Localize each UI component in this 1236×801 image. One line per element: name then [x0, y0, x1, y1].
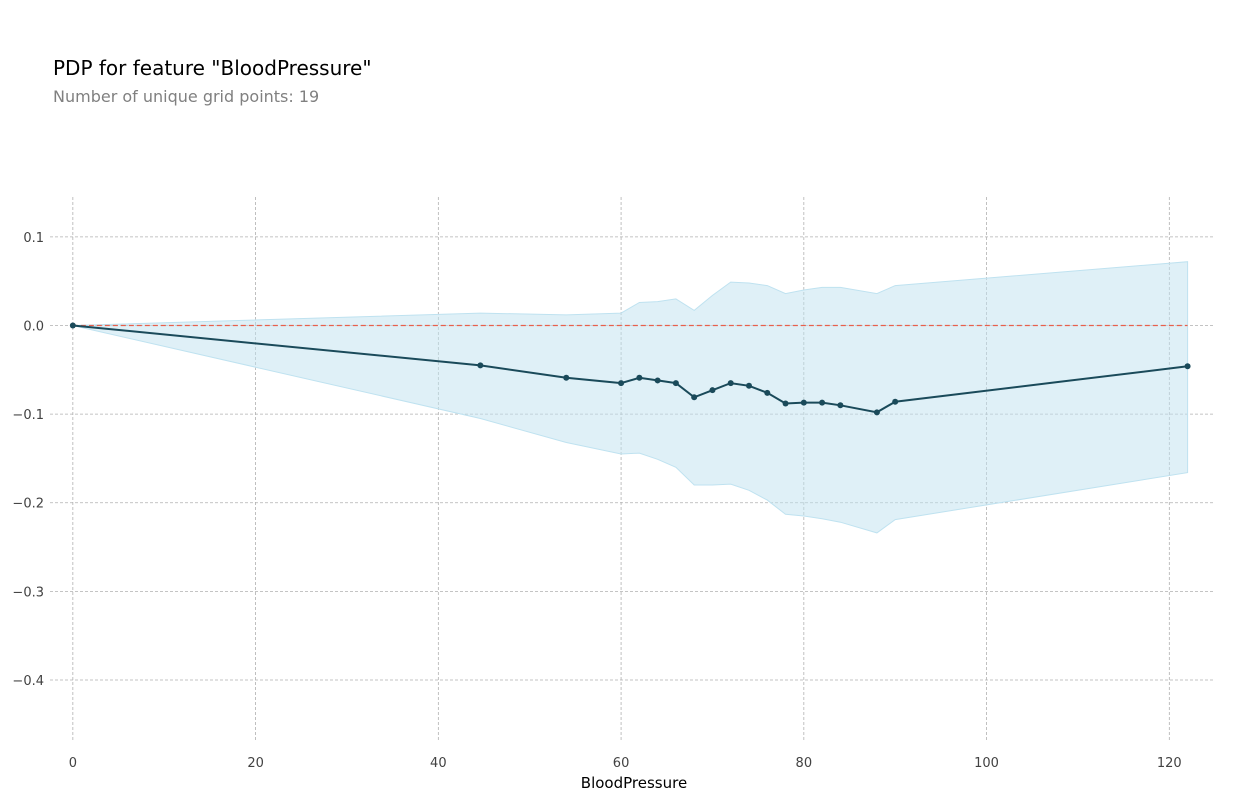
- pdp-point: [837, 402, 844, 409]
- pdp-point: [746, 382, 752, 389]
- pdp-point: [654, 377, 661, 384]
- chart-title: PDP for feature "BloodPressure": [53, 56, 372, 80]
- confidence-band-layer: [72, 261, 1189, 534]
- pdp-point: [727, 380, 734, 387]
- pdp-point: [618, 380, 625, 387]
- y-tick-label: −0.1: [12, 408, 44, 423]
- pdp-point: [873, 409, 880, 416]
- y-tick-label: −0.2: [12, 497, 44, 512]
- x-tick-label: 20: [247, 756, 264, 771]
- pdp-point: [563, 374, 570, 381]
- y-tick-label: −0.4: [12, 674, 44, 689]
- pdp-point: [819, 399, 826, 406]
- tick-label-layer: 0 20 40 60 80 100 120 −0.4 −0.3 −0.2 −0.1 0.0 0.1: [12, 231, 1181, 771]
- y-tick-label: 0.1: [23, 231, 44, 246]
- x-axis-title: BloodPressure: [581, 774, 687, 792]
- pdp-point: [691, 394, 698, 401]
- pdp-point: [672, 380, 679, 387]
- pdp-point: [892, 398, 899, 405]
- x-tick-label: 0: [69, 756, 77, 771]
- pdp-point: [709, 387, 716, 394]
- confidence-band: [72, 261, 1189, 534]
- pdp-point: [800, 399, 807, 406]
- y-tick-label: 0.0: [23, 319, 44, 334]
- x-tick-label: 40: [430, 756, 447, 771]
- pdp-point: [764, 389, 771, 396]
- chart-subtitle: Number of unique grid points: 19: [53, 87, 320, 106]
- y-tick-label: −0.3: [12, 585, 44, 600]
- pdp-point: [1184, 363, 1191, 370]
- pdp-point: [782, 400, 789, 407]
- x-tick-label: 60: [613, 756, 630, 771]
- x-tick-label: 100: [974, 756, 999, 771]
- x-tick-label: 120: [1157, 756, 1182, 771]
- x-tick-label: 80: [796, 756, 813, 771]
- pdp-point: [477, 362, 484, 369]
- pdp-point: [69, 322, 76, 329]
- pdp-point-layer: [69, 322, 1191, 416]
- pdp-point: [636, 374, 643, 381]
